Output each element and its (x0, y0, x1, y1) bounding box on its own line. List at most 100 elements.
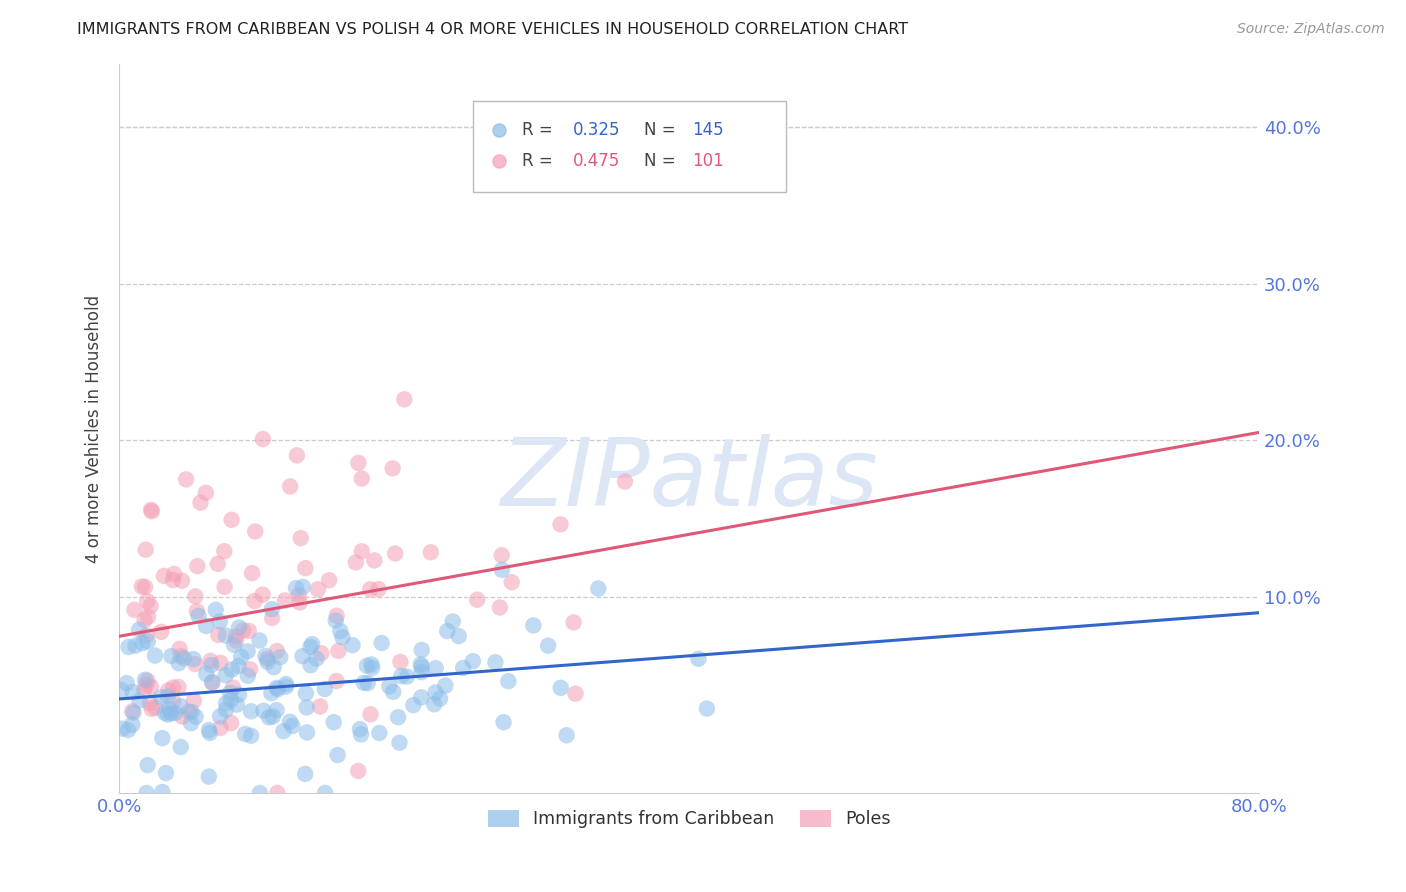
Point (263, 660, 285, 674)
Point (170, 699, 193, 714)
Point (257, 710, 280, 724)
Point (183, 694, 205, 708)
Y-axis label: 4 or more Vehicles in Household: 4 or more Vehicles in Household (86, 294, 103, 563)
Point (124, 639, 146, 653)
Point (136, 609, 159, 624)
Point (228, 688, 250, 702)
Point (165, 706, 187, 720)
Point (136, 673, 159, 688)
Point (228, 621, 250, 635)
Text: 101: 101 (693, 152, 724, 170)
Point (240, 566, 263, 581)
Point (170, 740, 193, 755)
Point (441, 615, 464, 629)
Point (198, 723, 221, 738)
Point (387, 710, 409, 724)
Point (162, 681, 184, 695)
Point (278, 479, 301, 493)
Point (121, 704, 143, 718)
Point (613, 475, 636, 489)
FancyBboxPatch shape (472, 101, 786, 192)
Point (201, 675, 224, 690)
Point (167, 680, 190, 694)
Point (295, 725, 318, 739)
Point (225, 629, 247, 643)
Point (214, 580, 236, 594)
Point (309, 699, 332, 714)
Point (136, 634, 159, 648)
Point (307, 582, 329, 597)
Point (555, 728, 578, 742)
Point (134, 673, 156, 687)
Point (252, 588, 274, 602)
Point (240, 704, 263, 718)
Point (200, 658, 222, 673)
Point (384, 546, 406, 560)
Point (256, 655, 278, 669)
Point (155, 766, 177, 780)
Point (325, 673, 347, 688)
Point (111, 722, 134, 736)
Point (260, 602, 283, 616)
Point (232, 624, 254, 638)
Point (150, 624, 173, 639)
Point (363, 553, 385, 567)
Point (447, 629, 470, 643)
Point (131, 636, 153, 650)
Point (291, 580, 314, 594)
Point (381, 461, 404, 475)
Point (117, 723, 139, 737)
Point (295, 700, 318, 714)
Point (240, 729, 263, 743)
Point (194, 485, 217, 500)
Point (389, 655, 412, 669)
Point (285, 581, 308, 595)
Point (136, 758, 159, 772)
Point (157, 683, 180, 698)
Point (344, 555, 367, 569)
Point (201, 675, 224, 690)
Point (425, 685, 447, 699)
Point (121, 685, 143, 699)
Point (233, 727, 256, 741)
Point (347, 456, 370, 470)
Point (219, 716, 242, 731)
Point (150, 785, 173, 799)
Point (278, 714, 301, 729)
Point (562, 615, 585, 630)
Point (425, 661, 447, 675)
Point (288, 595, 311, 609)
Point (180, 705, 202, 719)
Point (156, 707, 179, 722)
Point (550, 681, 572, 695)
Point (395, 670, 418, 684)
Point (239, 662, 262, 676)
Point (311, 646, 333, 660)
Point (204, 603, 226, 617)
Point (260, 686, 283, 700)
Point (322, 715, 344, 730)
Point (353, 676, 375, 690)
Point (299, 640, 322, 654)
Point (122, 706, 145, 720)
Point (159, 702, 181, 716)
Point (299, 658, 322, 673)
Point (411, 690, 433, 705)
Point (349, 722, 371, 736)
Point (207, 557, 229, 571)
Text: R =: R = (522, 120, 558, 138)
Point (209, 709, 232, 723)
Point (170, 649, 193, 664)
Point (491, 563, 513, 577)
Point (228, 659, 250, 673)
Point (200, 654, 222, 668)
Text: 0.325: 0.325 (572, 120, 620, 138)
Point (588, 582, 610, 596)
Point (221, 513, 243, 527)
Point (190, 495, 212, 509)
Point (688, 652, 710, 666)
Point (115, 676, 138, 690)
Point (294, 767, 316, 781)
Point (222, 681, 245, 695)
Point (128, 693, 150, 707)
